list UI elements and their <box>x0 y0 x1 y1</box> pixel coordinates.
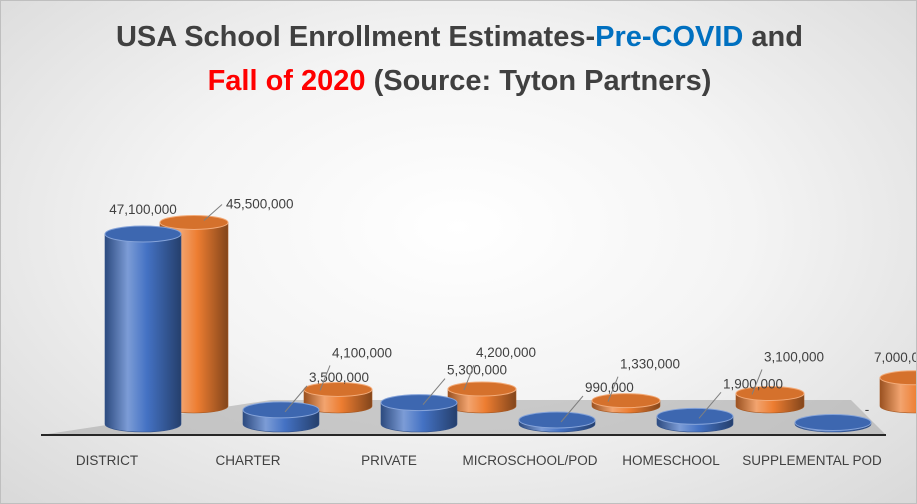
category-label-1: CHARTER <box>215 453 280 468</box>
data-label-pre-covid-3: 990,000 <box>585 380 634 395</box>
bar-pre-covid-5 <box>794 414 872 433</box>
data-label-fall-2020-2: 4,200,000 <box>476 345 536 360</box>
leader-fall-2020-1 <box>319 365 331 391</box>
chart-bars <box>104 214 916 433</box>
leader-fall-2020-4 <box>751 369 763 395</box>
leader-fall-2020-3 <box>607 376 619 402</box>
title-line-2: Fall of 2020 (Source: Tyton Partners) <box>1 59 917 103</box>
data-label-fall-2020-4: 3,100,000 <box>764 349 824 364</box>
data-label-fall-2020-1: 4,100,000 <box>332 345 392 360</box>
bar-pre-covid-4 <box>656 407 734 433</box>
chart-title: USA School Enrollment Estimates-Pre-COVI… <box>1 15 917 103</box>
chart-labels: DISTRICT 47,100,000 45,500,000 CHARTER 3,500… <box>76 196 916 468</box>
leader-pre-covid-3 <box>560 395 584 423</box>
bar-pre-covid-1 <box>242 401 320 433</box>
bar-fall-2020-4 <box>735 385 805 414</box>
category-label-2: PRIVATE <box>361 453 417 468</box>
data-label-pre-covid-4: 1,900,000 <box>723 376 783 391</box>
category-label-3: MICROSCHOOL/POD <box>462 453 597 468</box>
category-label-5: SUPPLEMENTAL POD <box>742 453 882 468</box>
title-pre-covid: Pre-COVID <box>595 21 744 53</box>
title-fall-2020: Fall of 2020 <box>207 65 366 97</box>
bar-pre-covid-2 <box>380 394 458 433</box>
title-and: and <box>743 21 803 53</box>
leader-pre-covid-4 <box>698 392 722 419</box>
data-label-pre-covid-1: 3,500,000 <box>309 370 369 385</box>
title-prefix: USA School Enrollment Estimates- <box>115 21 596 53</box>
title-source: (Source: Tyton Partners) <box>365 65 712 97</box>
bar-fall-2020-1 <box>303 381 373 414</box>
data-label-pre-covid-5: - <box>865 402 870 417</box>
data-label-pre-covid-2: 5,300,000 <box>447 363 507 378</box>
leader-fall-2020-0 <box>203 204 223 221</box>
data-label-fall-2020-0: 45,500,000 <box>226 196 294 211</box>
bar-pre-covid-0 <box>104 225 182 433</box>
leader-pre-covid-1 <box>284 385 308 413</box>
bar-pre-covid-3 <box>518 411 596 433</box>
title-line-1: USA School Enrollment Estimates-Pre-COVI… <box>1 15 917 59</box>
bar-fall-2020-2 <box>447 381 517 414</box>
leader-pre-covid-2 <box>422 378 446 405</box>
data-label-fall-2020-3: 1,330,000 <box>620 357 680 372</box>
data-label-fall-2020-5: 7,000,000 <box>874 350 916 365</box>
bar-fall-2020-5 <box>879 370 916 414</box>
bar-fall-2020-3 <box>591 393 661 414</box>
category-label-4: HOMESCHOOL <box>622 453 720 468</box>
category-label-0: DISTRICT <box>76 453 138 468</box>
leader-fall-2020-2 <box>463 364 475 391</box>
data-label-pre-covid-0: 47,100,000 <box>109 202 177 217</box>
